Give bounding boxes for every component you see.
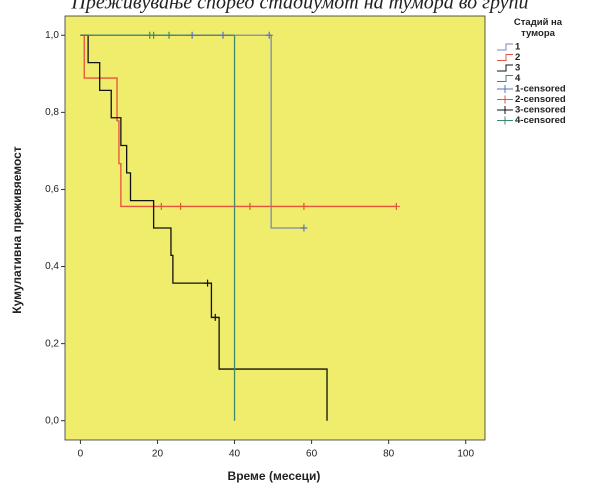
- legend-swatch: [497, 75, 513, 82]
- survival-curve: [80, 34, 236, 421]
- censor-mark: [300, 224, 308, 232]
- censor-mark: [165, 31, 173, 39]
- y-tick-label: 0,6: [45, 184, 59, 195]
- survival-curve: [80, 34, 328, 421]
- legend-swatch: [497, 54, 513, 61]
- censor-mark: [300, 202, 308, 210]
- legend-swatch: [497, 43, 513, 51]
- x-tick-label: 40: [229, 449, 241, 460]
- legend-swatch: [497, 85, 513, 93]
- legend-swatch: [497, 106, 513, 114]
- legend-label: 2-censored: [515, 94, 566, 105]
- censor-mark: [177, 202, 185, 210]
- x-tick-label: 100: [457, 449, 474, 460]
- censor-mark: [188, 31, 196, 39]
- censor-mark: [246, 202, 254, 210]
- y-tick-label: 0,8: [45, 107, 59, 118]
- x-tick-label: 60: [306, 449, 318, 460]
- y-tick-label: 0,0: [45, 415, 59, 426]
- censor-mark: [204, 279, 212, 287]
- legend-label: 1: [515, 42, 521, 53]
- y-tick-label: 0,2: [45, 338, 59, 349]
- legend-swatch: [497, 95, 513, 104]
- legend-label: 3: [515, 63, 520, 74]
- legend-swatch: [497, 116, 513, 125]
- chart-title: Преживување според стадиумот на тумора в…: [70, 0, 528, 14]
- y-axis-label: Кумулативна преживяемост: [10, 146, 24, 314]
- legend-swatch: [497, 64, 513, 72]
- legend-label: 4: [515, 73, 521, 84]
- x-tick-label: 0: [78, 449, 84, 460]
- censor-mark: [219, 31, 227, 39]
- legend-label: 4-censored: [515, 115, 566, 126]
- censor-mark: [392, 202, 400, 210]
- x-tick-label: 20: [152, 449, 164, 460]
- censor-mark: [211, 313, 219, 321]
- legend-title: Стадий на тумора: [514, 17, 563, 39]
- censor-mark: [157, 202, 165, 210]
- x-tick-label: 80: [383, 449, 395, 460]
- legend-label: 1-censored: [515, 84, 566, 95]
- y-tick-label: 1,0: [45, 30, 59, 41]
- survival-curve: [80, 34, 397, 208]
- x-axis-label: Време (месеци): [228, 469, 321, 483]
- y-tick-label: 0,4: [45, 261, 59, 272]
- censor-mark: [150, 31, 158, 39]
- legend-label: 3-censored: [515, 105, 566, 116]
- censor-mark: [265, 31, 273, 39]
- legend-label: 2: [515, 52, 520, 63]
